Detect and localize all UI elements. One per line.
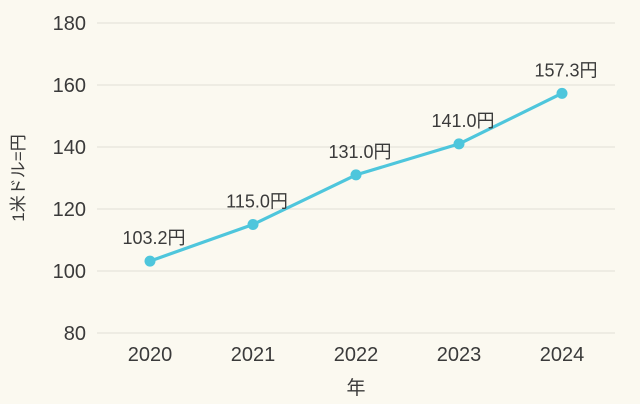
y-axis-tick-labels: 80 100 120 140 160 180 — [53, 13, 86, 345]
data-series — [144, 87, 568, 267]
x-tick-label: 2021 — [231, 344, 276, 366]
data-point-marker — [247, 219, 259, 230]
data-point-marker — [350, 169, 362, 181]
data-point-label: 103.2円 — [122, 228, 185, 248]
data-point-label: 115.0円 — [226, 192, 288, 212]
x-tick-label: 2020 — [128, 344, 173, 366]
x-tick-label: 2024 — [540, 344, 585, 366]
data-point-label: 157.3円 — [534, 60, 597, 80]
gridlines — [97, 22, 615, 334]
data-point-label: 141.0円 — [431, 111, 494, 131]
y-tick-label: 120 — [53, 199, 86, 221]
data-point-labels: 103.2円 115.0円 131.0円 141.0円 157.3円 — [122, 60, 597, 248]
y-tick-label: 140 — [53, 137, 86, 159]
data-point-label: 131.0円 — [328, 142, 391, 162]
x-axis-title: 年 — [346, 377, 365, 399]
y-axis-title: 1米ドル=円 — [9, 134, 28, 221]
x-tick-label: 2023 — [437, 344, 482, 366]
data-point-marker — [556, 87, 568, 99]
data-point-marker — [453, 138, 465, 150]
data-point-marker — [144, 255, 156, 267]
y-tick-label: 80 — [64, 323, 86, 345]
y-tick-label: 100 — [53, 261, 86, 283]
x-tick-label: 2022 — [334, 344, 379, 366]
x-axis-tick-labels: 2020 2021 2022 2023 2024 — [128, 344, 585, 366]
y-tick-label: 160 — [53, 75, 86, 97]
y-tick-label: 180 — [53, 13, 86, 35]
